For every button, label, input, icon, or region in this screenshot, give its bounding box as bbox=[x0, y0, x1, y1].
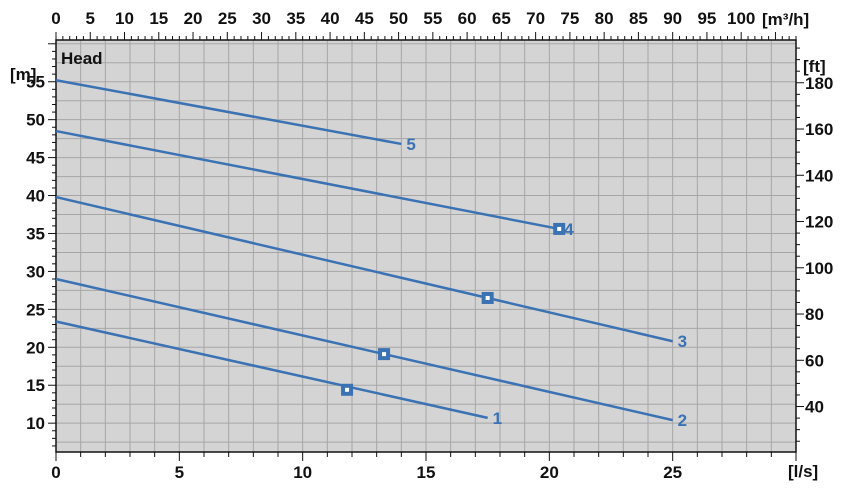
x-bottom-unit-label: [l/s] bbox=[788, 462, 818, 481]
pump-curves: 1 2 3 4 5 bbox=[55, 78, 687, 430]
y-left-tick-label: 45 bbox=[26, 149, 45, 168]
y-left-tick-label: 55 bbox=[26, 73, 45, 92]
x-top-tick-label: 85 bbox=[629, 9, 648, 28]
curve-4-duty-marker-dot bbox=[557, 226, 562, 231]
right-axis-ticks: 40 60 80 100 120 140 160 180 bbox=[796, 47, 833, 442]
y-right-tick-label: 140 bbox=[805, 166, 833, 185]
x-top-tick-label: 70 bbox=[526, 9, 545, 28]
y-left-unit-label: [m] bbox=[10, 65, 36, 84]
y-left-tick-label: 30 bbox=[26, 262, 45, 281]
y-left-tick-label: 20 bbox=[26, 338, 45, 357]
curve-3-label: 3 bbox=[678, 332, 687, 351]
x-bottom-tick-label: 10 bbox=[293, 463, 312, 482]
y-left-tick-label: 40 bbox=[26, 187, 45, 206]
x-top-tick-label: 65 bbox=[492, 9, 511, 28]
y-left-tick-label: 10 bbox=[26, 414, 45, 433]
curve-1 bbox=[55, 320, 488, 420]
x-top-tick-label: 25 bbox=[218, 9, 237, 28]
x-bottom-tick-label: 5 bbox=[175, 463, 184, 482]
x-top-tick-label: 55 bbox=[423, 9, 442, 28]
x-bottom-tick-label: 25 bbox=[663, 463, 682, 482]
curve-2-label: 2 bbox=[678, 411, 687, 430]
x-bottom-tick-label: 15 bbox=[417, 463, 436, 482]
x-top-tick-label: 20 bbox=[184, 9, 203, 28]
y-right-tick-label: 100 bbox=[805, 259, 833, 278]
x-top-tick-label: 100 bbox=[727, 9, 755, 28]
top-axis-ticks: 0 5 10 15 20 25 30 35 40 45 50 55 60 65 70 75 80 85 90 95 10… bbox=[51, 9, 797, 40]
y-right-tick-label: 60 bbox=[805, 351, 824, 370]
curve-1-duty-marker-dot bbox=[345, 387, 350, 392]
x-top-tick-label: 30 bbox=[252, 9, 271, 28]
x-top-unit-label: [m³/h] bbox=[762, 10, 809, 29]
y-right-unit-label: [ft] bbox=[803, 57, 826, 76]
x-top-tick-label: 50 bbox=[389, 9, 408, 28]
y-right-tick-label: 120 bbox=[805, 213, 833, 232]
x-bottom-tick-label: 0 bbox=[51, 463, 60, 482]
x-top-tick-label: 15 bbox=[149, 9, 168, 28]
x-top-tick-label: 10 bbox=[115, 9, 134, 28]
x-top-tick-label: 45 bbox=[355, 9, 374, 28]
x-bottom-tick-label: 20 bbox=[540, 463, 559, 482]
curve-5 bbox=[55, 78, 402, 146]
curve-4-label: 4 bbox=[564, 220, 574, 239]
chart-title: Head bbox=[61, 49, 103, 68]
x-top-tick-label: 5 bbox=[86, 9, 95, 28]
y-right-tick-label: 160 bbox=[805, 120, 833, 139]
curve-1-label: 1 bbox=[493, 409, 502, 428]
x-top-tick-label: 75 bbox=[560, 9, 579, 28]
x-top-tick-label: 0 bbox=[51, 9, 60, 28]
curve-3 bbox=[55, 195, 673, 343]
y-left-tick-label: 50 bbox=[26, 111, 45, 130]
curve-2-duty-marker-dot bbox=[382, 352, 387, 357]
left-axis-ticks: 10 15 20 25 30 35 40 45 50 55 bbox=[26, 43, 56, 447]
bottom-axis-ticks: 0 5 10 15 20 25 bbox=[51, 452, 797, 482]
x-top-tick-label: 40 bbox=[321, 9, 340, 28]
curve-4 bbox=[55, 129, 560, 231]
x-top-tick-label: 95 bbox=[697, 9, 716, 28]
curve-3-duty-marker-dot bbox=[485, 295, 490, 300]
x-top-tick-label: 90 bbox=[663, 9, 682, 28]
x-top-tick-label: 60 bbox=[458, 9, 477, 28]
y-left-tick-label: 25 bbox=[26, 300, 45, 319]
y-right-tick-label: 80 bbox=[805, 305, 824, 324]
y-right-tick-label: 180 bbox=[805, 74, 833, 93]
y-left-tick-label: 15 bbox=[26, 376, 45, 395]
y-left-tick-label: 35 bbox=[26, 224, 45, 243]
curve-2 bbox=[55, 277, 673, 422]
x-top-tick-label: 35 bbox=[286, 9, 305, 28]
x-top-tick-label: 80 bbox=[595, 9, 614, 28]
y-right-tick-label: 40 bbox=[805, 398, 824, 417]
curve-5-label: 5 bbox=[406, 135, 415, 154]
